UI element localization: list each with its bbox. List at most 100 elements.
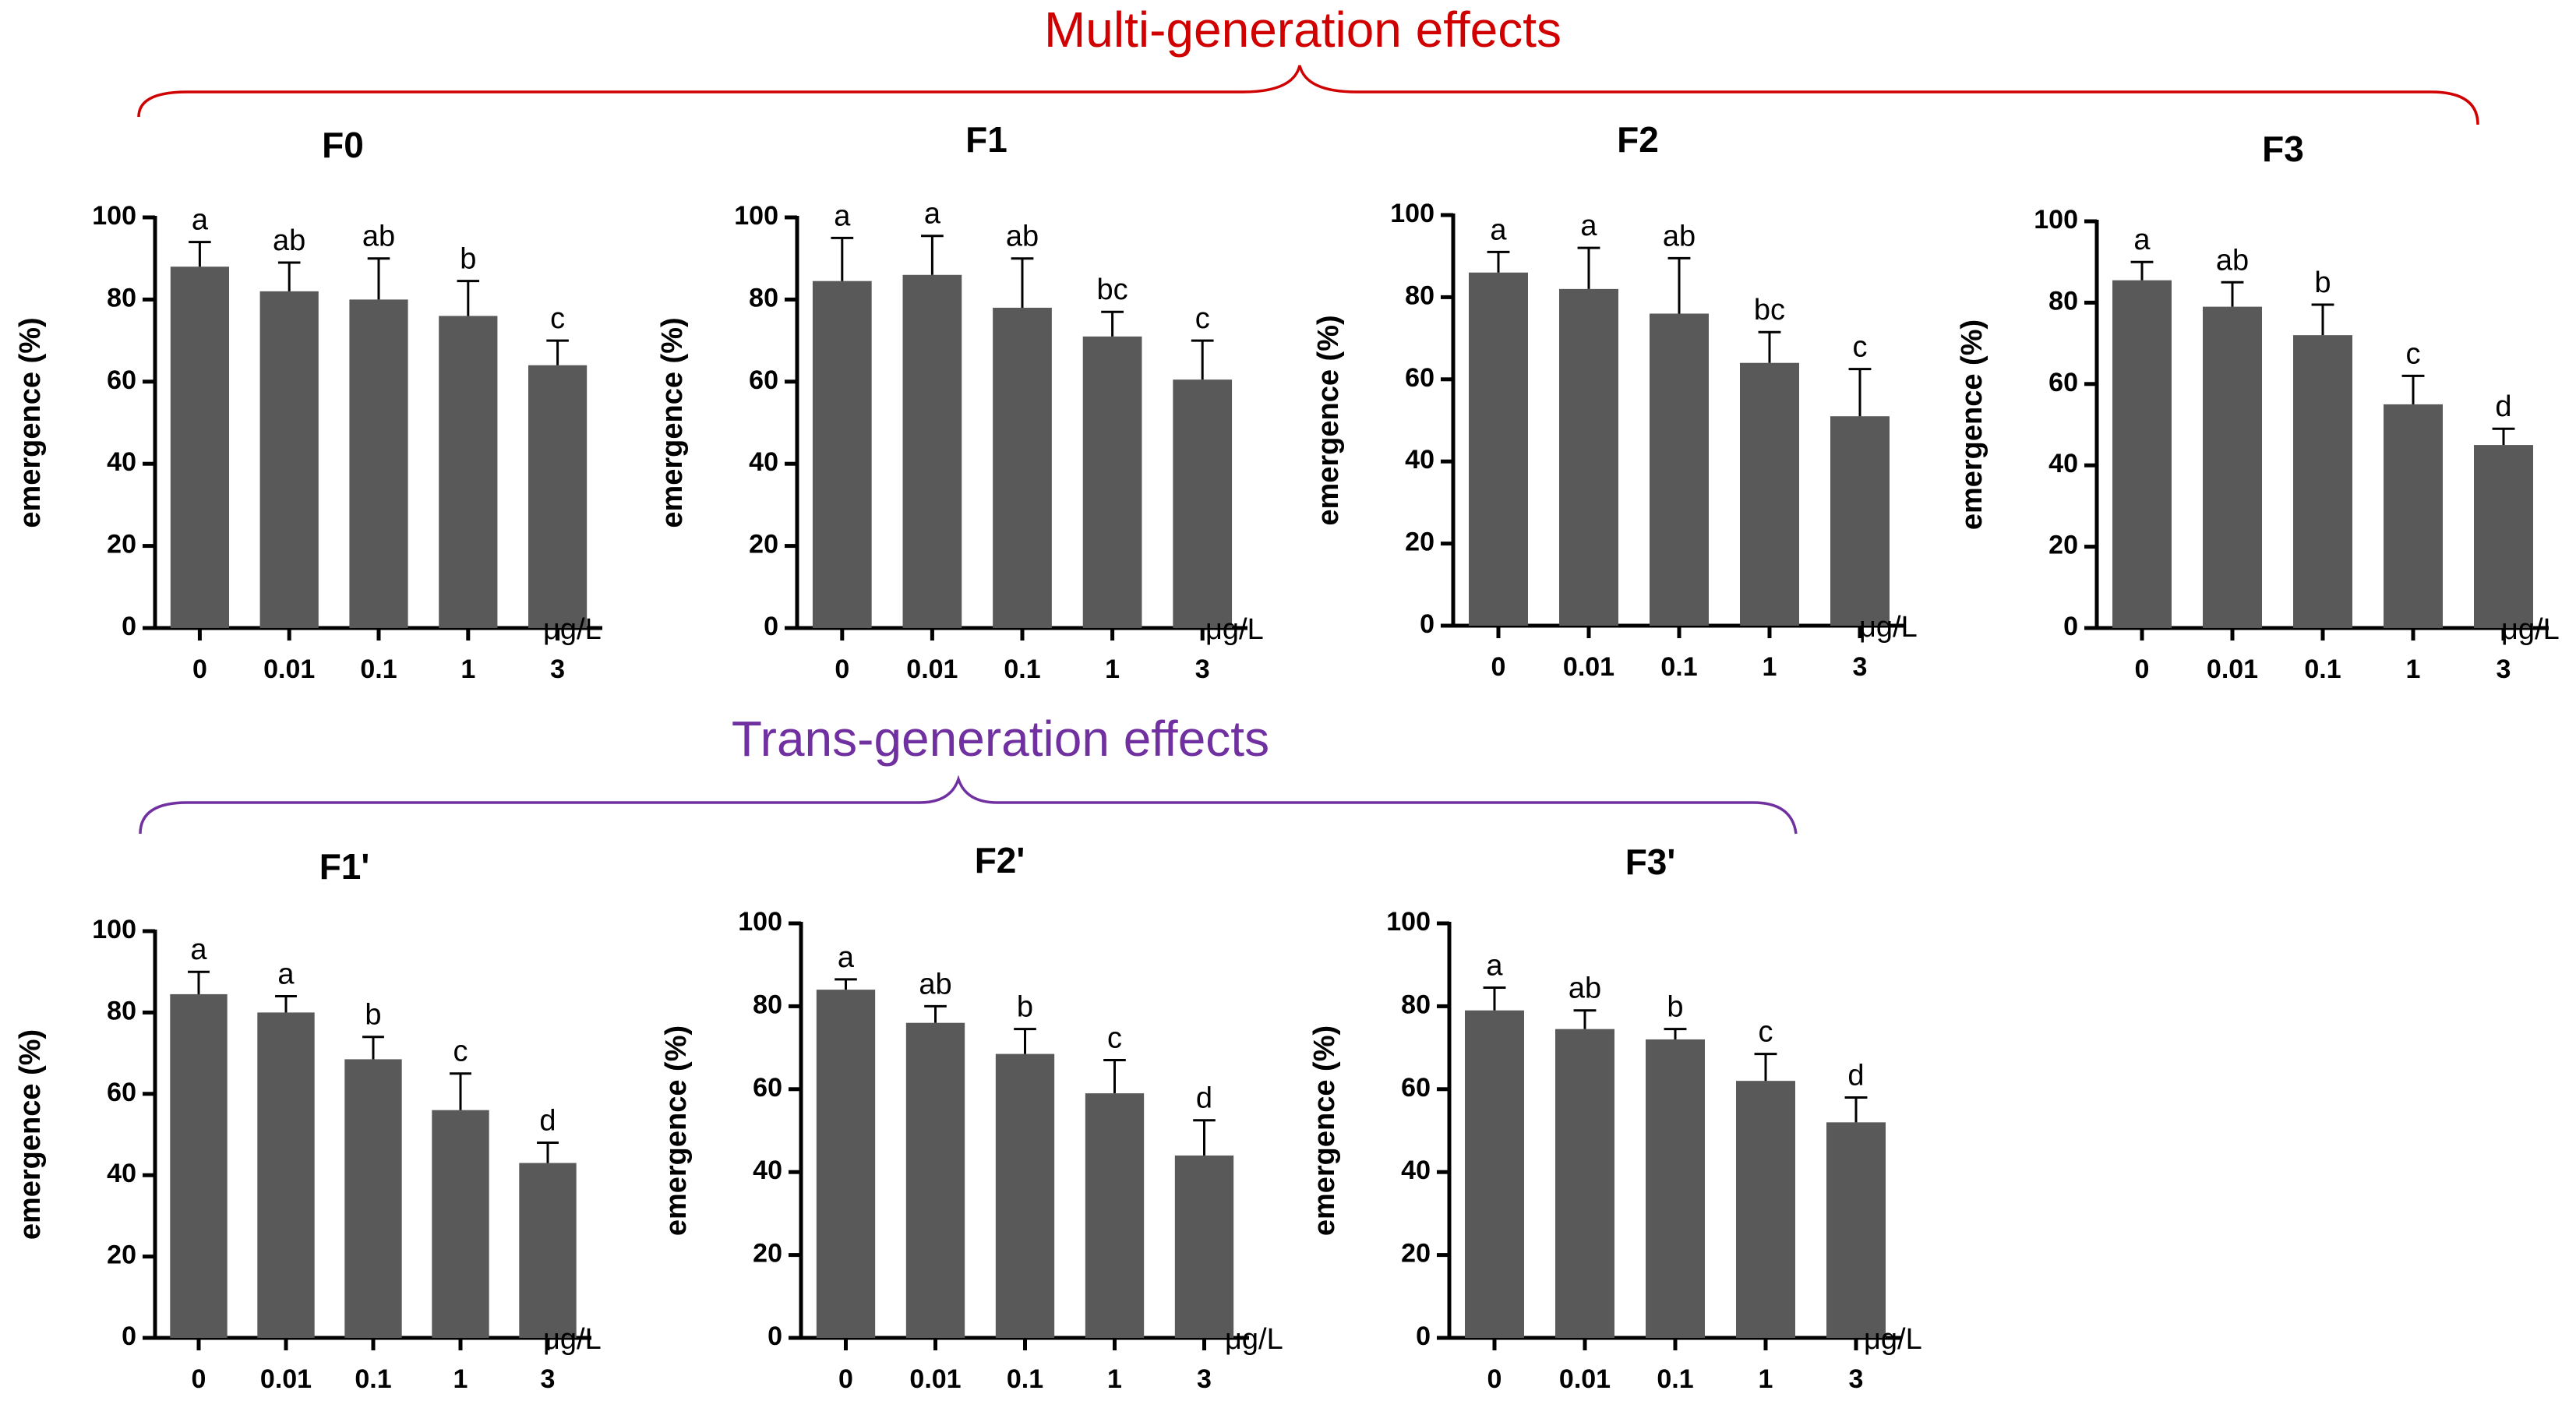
panel-f3-prime-xtick-label: 1 bbox=[1759, 1364, 1773, 1394]
panel-f1-prime-bar bbox=[170, 993, 228, 1338]
panel-f3-prime-bar bbox=[1646, 1039, 1705, 1338]
panel-f1-prime-ylabel: emergence (%) bbox=[14, 1029, 47, 1240]
panel-f0-sig-letter: a bbox=[192, 204, 209, 237]
panel-f2-bar bbox=[1469, 272, 1528, 626]
panel-f2-ytick-label: 40 bbox=[1405, 445, 1434, 475]
panel-f0-xtick-label: 0.1 bbox=[360, 655, 397, 684]
panel-f3-sig-letter: a bbox=[2133, 224, 2151, 256]
panel-f1-bar bbox=[812, 281, 872, 628]
panel-f3-xtick-label: 3 bbox=[2497, 655, 2511, 684]
panel-f1-bar bbox=[902, 274, 962, 628]
panel-f3-bar bbox=[2293, 335, 2352, 628]
panel-f3-xtick-label: 0.01 bbox=[2207, 655, 2258, 684]
panel-f2-sig-letter: c bbox=[1853, 331, 1868, 364]
panel-f2-prime-bar bbox=[816, 990, 876, 1338]
panel-f2-prime-sig-letter: c bbox=[1107, 1022, 1122, 1055]
panel-f3-ytick-label: 20 bbox=[2048, 531, 2078, 560]
panel-f1-prime: F1' emergence (%) 0 20 40 60 80 100 a 0 a 0.01 b 0.1 c… bbox=[14, 846, 602, 1394]
panel-f2-prime-xtick-label: 1 bbox=[1107, 1364, 1122, 1394]
panel-f2-bar bbox=[1740, 362, 1799, 626]
panel-f2-prime-ytick-label: 100 bbox=[738, 907, 782, 937]
panel-f3-bar bbox=[2474, 445, 2533, 628]
panel-f1-prime-bar bbox=[519, 1163, 577, 1338]
panel-f0-sig-letter: c bbox=[550, 302, 565, 335]
panel-f3-prime-ytick-label: 80 bbox=[1401, 990, 1431, 1019]
panel-f2-sig-letter: a bbox=[1580, 210, 1597, 242]
panel-f1: F1 emergence (%) 0 20 40 60 80 100 a 0 a 0.01 ab 0.1 b… bbox=[656, 119, 1264, 684]
panel-f2-prime-bar bbox=[1174, 1155, 1234, 1338]
panel-f3-prime-xtick-label: 0.01 bbox=[1559, 1364, 1611, 1394]
panel-f1-ytick-label: 60 bbox=[749, 365, 778, 395]
panel-f1-prime-bar bbox=[257, 1012, 315, 1338]
multi-generation-brace bbox=[137, 65, 2479, 125]
panel-f2-title: F2 bbox=[1617, 119, 1659, 160]
panel-f0-ytick-label: 40 bbox=[107, 447, 136, 477]
panel-f1-sig-letter: a bbox=[924, 198, 941, 231]
panel-f3-title: F3 bbox=[2262, 129, 2304, 169]
panel-f1-prime-ytick-label: 100 bbox=[92, 915, 136, 944]
panel-f1-prime-bar bbox=[432, 1110, 489, 1338]
panel-f3-prime-sig-letter: c bbox=[1759, 1016, 1773, 1049]
panel-f3-prime-sig-letter: d bbox=[1847, 1059, 1864, 1092]
panel-f0-title: F0 bbox=[322, 125, 364, 165]
multi-generation-label: Multi-generation effects bbox=[1044, 2, 1561, 58]
panel-f3-prime-ytick-label: 100 bbox=[1386, 907, 1431, 937]
panel-f2: F2 emergence (%) 0 20 40 60 80 100 a 0 a 0.01 ab 0.1 b… bbox=[1312, 119, 1918, 682]
panel-f3-prime-bar bbox=[1736, 1081, 1795, 1338]
panel-f2-sig-letter: bc bbox=[1754, 294, 1785, 326]
panel-f1-prime-ytick-label: 60 bbox=[107, 1078, 136, 1107]
panel-f1-xtick-label: 3 bbox=[1195, 655, 1210, 684]
panel-f3-ytick-label: 40 bbox=[2048, 449, 2078, 478]
panel-f0-ytick-label: 0 bbox=[122, 612, 136, 641]
panel-f1-prime-title: F1' bbox=[319, 846, 370, 887]
panel-f2-xtick-label: 0.1 bbox=[1660, 652, 1697, 682]
panel-f0-sig-letter: ab bbox=[362, 221, 395, 253]
panel-f1-bar bbox=[1082, 336, 1142, 628]
panel-f3-prime-ytick-label: 20 bbox=[1401, 1239, 1431, 1269]
panel-f2-prime-xtick-label: 0.01 bbox=[909, 1364, 961, 1394]
panel-f3-prime-sig-letter: b bbox=[1667, 991, 1683, 1024]
panel-f3-sig-letter: c bbox=[2406, 337, 2421, 370]
panel-f3-prime-sig-letter: a bbox=[1486, 949, 1503, 982]
panel-f1-prime-bar bbox=[344, 1059, 402, 1338]
panel-f2-sig-letter: a bbox=[1490, 214, 1507, 246]
panel-f3-prime-ylabel: emergence (%) bbox=[1308, 1025, 1341, 1236]
panel-f0-xtick-label: 3 bbox=[550, 655, 565, 684]
panel-f1-prime-sig-letter: c bbox=[453, 1036, 468, 1068]
trans-generation-label: Trans-generation effects bbox=[732, 711, 1269, 767]
panel-f2-prime-bar bbox=[1085, 1093, 1145, 1338]
panel-f3-prime-bar bbox=[1465, 1010, 1524, 1338]
panel-f1-prime-unit-label: μg/L bbox=[543, 1323, 602, 1356]
panel-f0-ylabel: emergence (%) bbox=[14, 317, 47, 528]
panel-f0-xtick-label: 1 bbox=[461, 655, 475, 684]
panel-f1-bar bbox=[993, 307, 1052, 628]
panel-f3-xtick-label: 1 bbox=[2406, 655, 2421, 684]
panel-f2-ytick-label: 80 bbox=[1405, 281, 1434, 310]
panel-f1-ytick-label: 40 bbox=[749, 447, 778, 477]
panel-f2-prime: F2' emergence (%) 0 20 40 60 80 100 a 0 ab 0.01 b 0.1… bbox=[660, 840, 1283, 1394]
panel-f3-sig-letter: ab bbox=[2216, 244, 2249, 277]
panel-f2-prime-ytick-label: 40 bbox=[753, 1156, 782, 1185]
panel-f2-unit-label: μg/L bbox=[1859, 611, 1918, 644]
panel-f2-ytick-label: 0 bbox=[1420, 609, 1434, 639]
panel-f3-ytick-label: 0 bbox=[2063, 612, 2078, 641]
panel-f3-bar bbox=[2203, 306, 2262, 628]
panel-f1-sig-letter: a bbox=[834, 199, 851, 232]
panel-f2-ytick-label: 100 bbox=[1390, 199, 1434, 228]
panel-f2-prime-ylabel: emergence (%) bbox=[660, 1025, 693, 1236]
panel-f1-unit-label: μg/L bbox=[1205, 613, 1264, 646]
panel-f2-prime-bar bbox=[905, 1022, 965, 1338]
panel-f1-prime-ytick-label: 40 bbox=[107, 1159, 136, 1188]
panel-f3-prime-ytick-label: 0 bbox=[1416, 1322, 1431, 1351]
panel-f1-xtick-label: 0.1 bbox=[1004, 655, 1040, 684]
panel-f3-prime: F3' emergence (%) 0 20 40 60 80 100 a 0 ab 0.01 b 0.1… bbox=[1308, 842, 1922, 1394]
panel-f1-xtick-label: 1 bbox=[1105, 655, 1120, 684]
panel-f1-ylabel: emergence (%) bbox=[656, 317, 689, 528]
panel-f1-xtick-label: 0 bbox=[835, 655, 849, 684]
panel-f3-ytick-label: 100 bbox=[2034, 205, 2078, 235]
panel-f0-bar bbox=[439, 316, 498, 628]
panel-f1-sig-letter: c bbox=[1195, 302, 1210, 335]
panel-f3-prime-title: F3' bbox=[1625, 842, 1676, 882]
panel-f0-sig-letter: ab bbox=[273, 224, 305, 257]
panel-f2-xtick-label: 1 bbox=[1763, 652, 1777, 682]
